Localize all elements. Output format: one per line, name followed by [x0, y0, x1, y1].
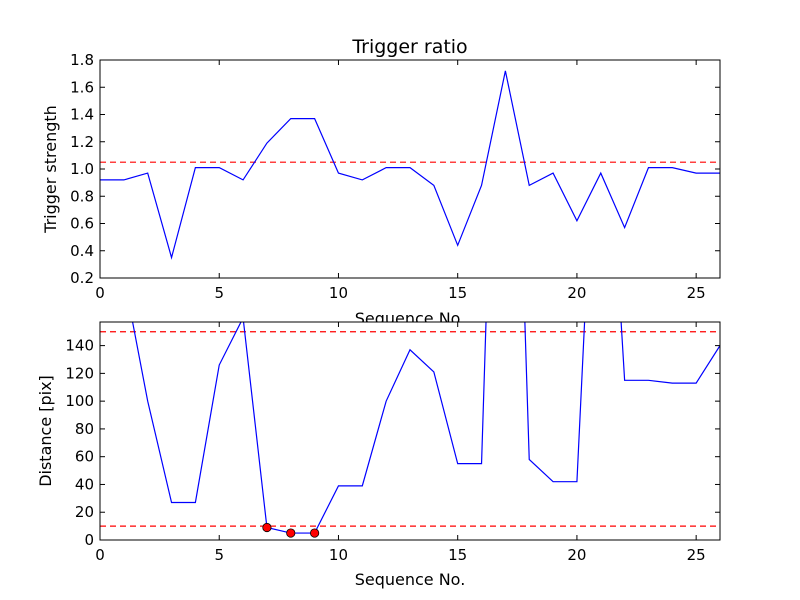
y-tick-label: 40	[75, 475, 94, 493]
y-tick-label: 0.2	[70, 269, 94, 287]
data-point	[286, 528, 296, 538]
x-tick-label: 25	[687, 546, 706, 564]
distance-plot-area	[100, 322, 720, 538]
x-tick-label: 5	[214, 284, 224, 302]
x-tick-label: 0	[95, 284, 105, 302]
y-tick-label: 0.8	[70, 187, 94, 205]
series-line	[100, 70, 720, 260]
data-point	[262, 522, 272, 533]
y-tick-label: 0.6	[70, 215, 94, 233]
data-point	[310, 528, 320, 538]
y-tick-label: 1.4	[70, 106, 94, 124]
y-tick-label: 80	[75, 420, 94, 438]
y-tick-label: 1.8	[70, 51, 94, 69]
trigger-ratio-plot-area	[100, 70, 720, 260]
distance-axes-background	[100, 322, 720, 540]
trigger-ratio-subplot: Trigger ratio 0 5 10 15 20 25 0.2 0.4 0.6 0.8 1.0 1…	[41, 36, 721, 328]
series-line	[131, 322, 720, 534]
y-tick-label: 100	[65, 392, 94, 410]
y-tick-label: 140	[65, 337, 94, 355]
y-tick-label: 1.6	[70, 78, 94, 96]
x-tick-label: 15	[448, 546, 467, 564]
trigger-ratio-axes-frame	[99, 59, 721, 279]
x-tick-label: 25	[687, 284, 706, 302]
distance-ticks: 0 5 10 15 20 25 0 20 40 60 80 100 120 140	[65, 322, 720, 564]
chart-title: Trigger ratio	[351, 36, 467, 58]
y-tick-label: 0	[84, 531, 94, 549]
y-tick-label: 120	[65, 364, 94, 382]
y-tick-label: 1.2	[70, 133, 94, 151]
x-axis-label: Sequence No.	[355, 570, 466, 589]
x-tick-label: 10	[329, 284, 348, 302]
x-tick-label: 20	[567, 546, 586, 564]
x-tick-label: 5	[214, 546, 224, 564]
x-tick-label: 10	[329, 546, 348, 564]
x-tick-label: 15	[448, 284, 467, 302]
trigger-ratio-ticks: 0 5 10 15 20 25 0.2 0.4 0.6 0.8 1.0 1.2 1.4 1.6 1.8	[70, 51, 720, 302]
y-axis-label: Trigger strength	[41, 105, 60, 234]
distance-axes-frame	[99, 321, 721, 541]
y-tick-label: 20	[75, 503, 94, 521]
x-tick-label: 0	[95, 546, 105, 564]
y-tick-label: 60	[75, 448, 94, 466]
y-axis-label: Distance [pix]	[36, 375, 55, 487]
x-tick-label: 20	[567, 284, 586, 302]
y-tick-label: 0.4	[70, 242, 94, 260]
distance-subplot: 0 5 10 15 20 25 0 20 40 60 80 100 120 140 Sequence No…	[36, 321, 721, 589]
y-tick-label: 1.0	[70, 160, 94, 178]
